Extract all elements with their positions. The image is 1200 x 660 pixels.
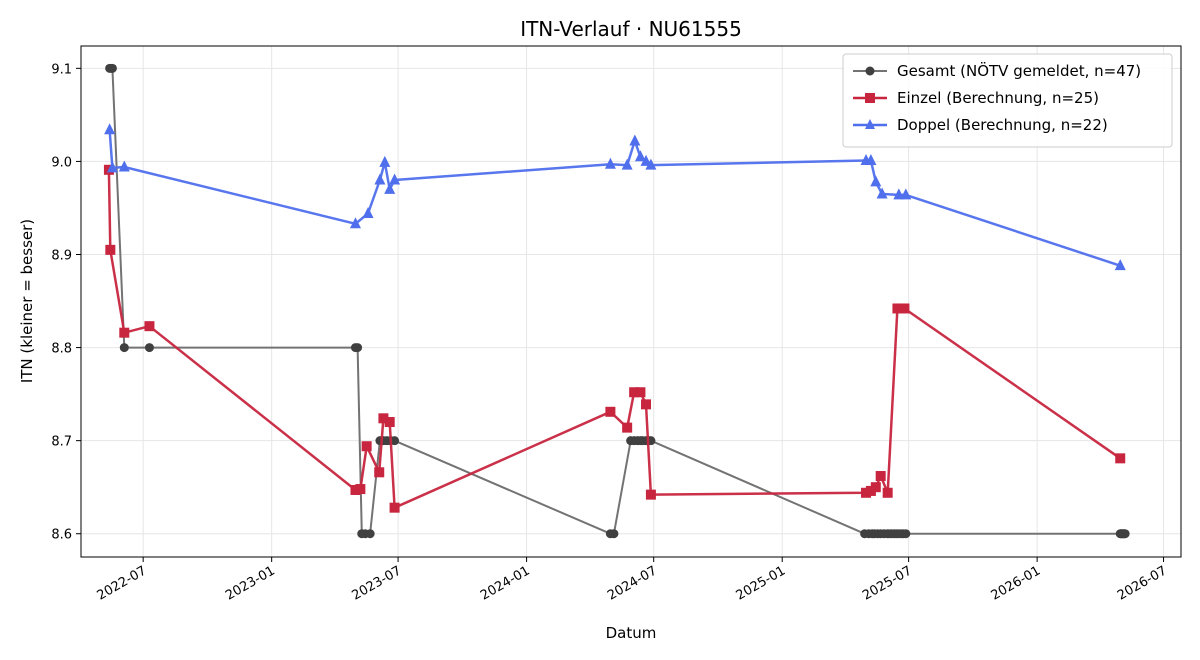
- legend-doppel-label: Doppel (Berechnung, n=22): [897, 116, 1108, 134]
- series-einzel-point: [641, 399, 652, 410]
- series-doppel-point: [629, 134, 641, 146]
- series-einzel-point: [361, 441, 372, 452]
- series-doppel-point: [865, 153, 877, 165]
- series-einzel-point: [105, 244, 116, 255]
- y-axis-label: ITN (kleiner = besser): [18, 219, 36, 383]
- series-einzel-point: [622, 422, 633, 433]
- x-axis-label: Datum: [606, 624, 657, 642]
- series-einzel-point: [875, 471, 886, 482]
- series-gesamt-point: [119, 343, 129, 353]
- series-doppel-point: [104, 123, 116, 135]
- series-gesamt-point: [901, 529, 911, 539]
- series-gesamt-point: [107, 63, 117, 73]
- series-gesamt-point: [609, 529, 619, 539]
- series-doppel-point: [379, 155, 391, 167]
- series-einzel-point: [144, 321, 155, 332]
- y-axis: 8.6 8.7 8.8 8.9 9.0 9.1: [51, 62, 81, 543]
- series-doppel-point: [876, 187, 888, 199]
- series-einzel-point: [645, 489, 656, 500]
- series-gesamt-point: [390, 436, 400, 446]
- series-doppel-line: [108, 128, 1122, 267]
- series-doppel-point: [349, 217, 361, 229]
- legend-gesamt-label: Gesamt (NÖTV gemeldet, n=47): [897, 61, 1141, 80]
- series-doppel-point: [389, 173, 401, 185]
- y-tick-label: 8.7: [51, 435, 72, 450]
- series-einzel-point: [899, 303, 910, 314]
- series-doppel: [104, 123, 1126, 271]
- y-tick-label: 8.8: [51, 342, 72, 357]
- series-gesamt-point: [365, 529, 375, 539]
- y-tick-label: 8.6: [51, 528, 72, 543]
- series-einzel-point: [355, 484, 366, 495]
- series-doppel-point: [634, 150, 646, 162]
- series-einzel-point: [635, 387, 646, 398]
- series-einzel-point: [605, 406, 616, 417]
- series-doppel-point: [870, 175, 882, 187]
- series-layer: [103, 63, 1130, 539]
- y-tick-label: 9.1: [51, 62, 72, 77]
- series-einzel-point: [389, 502, 400, 513]
- legend-doppel-marker: [865, 119, 875, 129]
- series-gesamt-point: [1120, 529, 1130, 539]
- series-einzel-point: [378, 413, 389, 424]
- series-einzel: [103, 164, 1126, 513]
- series-doppel-point: [621, 158, 633, 170]
- series-einzel-point: [892, 303, 903, 314]
- chart-title: ITN-Verlauf · NU61555: [520, 17, 742, 41]
- series-einzel-point: [882, 487, 893, 498]
- series-einzel-point: [119, 327, 130, 338]
- series-doppel-point: [604, 157, 616, 169]
- series-einzel-point: [384, 417, 395, 428]
- series-gesamt-point: [144, 343, 154, 353]
- series-doppel-point: [893, 188, 905, 200]
- series-doppel-point: [384, 182, 396, 194]
- series-einzel-point: [1115, 453, 1126, 464]
- series-doppel-point: [374, 173, 386, 185]
- plot-frame: [80, 45, 1182, 558]
- legend-einzel-label: Einzel (Berechnung, n=25): [897, 89, 1099, 107]
- series-einzel-point: [374, 467, 385, 478]
- y-tick-label: 8.9: [51, 248, 72, 263]
- legend-box: [842, 53, 1173, 148]
- series-doppel-point: [1114, 259, 1126, 271]
- series-doppel-point: [900, 188, 912, 200]
- legend-gesamt-marker: [865, 66, 875, 76]
- series-doppel-point: [362, 207, 374, 219]
- series-einzel-point: [629, 387, 640, 398]
- series-einzel-point: [870, 482, 881, 493]
- series-doppel-point: [645, 158, 657, 170]
- legend: Gesamt (NÖTV gemeldet, n=47) Einzel (Bere…: [842, 53, 1173, 148]
- series-doppel-point: [106, 161, 118, 173]
- legend-einzel-marker: [865, 93, 875, 103]
- y-tick-label: 9.0: [51, 155, 72, 170]
- series-gesamt-point: [353, 343, 363, 353]
- series-doppel-point: [118, 160, 130, 172]
